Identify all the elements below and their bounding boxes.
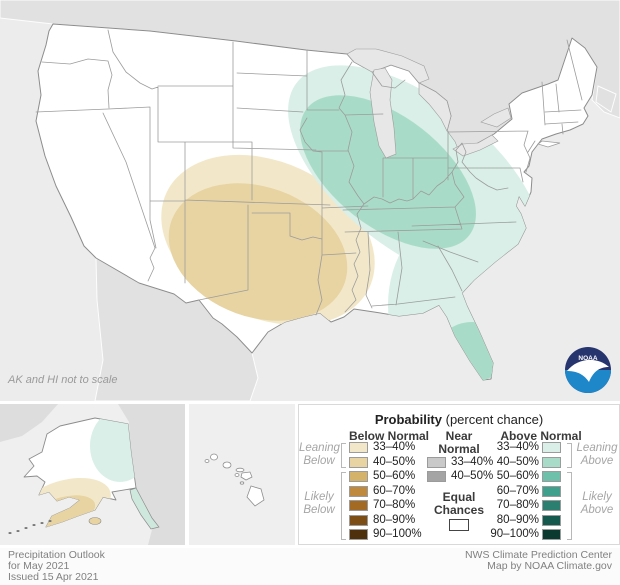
below-swatch-70-80 <box>349 500 368 511</box>
outlook-shading <box>161 65 542 380</box>
footer-credit-line1: NWS Climate Prediction Center <box>464 549 612 561</box>
near-label-40-50: 40–50% <box>451 470 494 482</box>
likely-above-label: Likely Above <box>580 491 614 516</box>
legend-title: Probability (percent chance) <box>374 412 544 427</box>
canada-land <box>118 404 185 545</box>
below-swatch-33-40 <box>349 442 368 453</box>
equal-chances-swatch <box>449 519 469 531</box>
conus-map <box>0 0 620 401</box>
leaning-above-label: Leaning Above <box>576 442 618 467</box>
above-normal-header: Above Normal <box>500 429 582 443</box>
likely-below-bracket <box>341 472 346 540</box>
conus-map-panel: AK and HI not to scale NOAA <box>0 0 620 401</box>
alaska-inset-panel <box>0 404 185 545</box>
below-swatch-40-50 <box>349 456 368 468</box>
below-label-90-100: 90–100% <box>373 528 422 540</box>
below-label-70-80: 70–80% <box>373 499 416 511</box>
above-swatch-50-60 <box>542 471 561 482</box>
alaska-map <box>0 404 185 545</box>
below-swatch-90-100 <box>349 529 368 540</box>
below-swatch-50-60 <box>349 471 368 482</box>
hawaii-inset-panel <box>189 404 295 545</box>
leaning-below-label: Leaning Below <box>299 442 340 467</box>
footer-credit-line2: Map by NOAA Climate.gov <box>487 560 612 572</box>
hawaii-map <box>189 404 295 545</box>
near-normal-header-line2: Normal <box>438 442 480 456</box>
lake-erie <box>452 134 499 157</box>
near-swatch-40-50 <box>427 471 446 482</box>
legend-panel: Probability (percent chance) Below Norma… <box>298 404 620 545</box>
near-swatch-33-40 <box>427 456 446 468</box>
lake-ontario <box>480 107 512 128</box>
near-normal-header-line1: Near <box>445 429 473 443</box>
above-label-60-70: 60–70% <box>496 484 539 497</box>
footer-title-line2: for May 2021 <box>8 560 70 572</box>
state-boundaries <box>35 29 583 316</box>
noaa-logo: NOAA <box>565 347 611 393</box>
below-label-33-40: 33–40% <box>373 441 416 453</box>
above-swatch-90-100 <box>542 529 561 540</box>
above-swatch-60-70 <box>542 485 561 497</box>
below-normal-header: Below Normal <box>348 429 429 443</box>
noaa-bird-icon <box>567 359 609 382</box>
lake-michigan <box>369 67 397 159</box>
below-swatch-80-90 <box>349 514 368 526</box>
below-label-80-90: 80–90% <box>373 513 416 526</box>
hawaiian-islands <box>204 453 265 507</box>
footer-title-line3: Issued 15 Apr 2021 <box>8 571 99 583</box>
below-normal-40-50-region <box>168 183 348 321</box>
above-swatch-70-80 <box>542 500 561 511</box>
above-label-70-80: 70–80% <box>496 499 539 511</box>
likely-below-label: Likely Below <box>303 491 335 516</box>
below-label-50-60: 50–60% <box>373 470 416 482</box>
above-label-50-60: 50–60% <box>496 470 539 482</box>
below-label-40-50: 40–50% <box>373 455 416 468</box>
leaning-below-bracket <box>341 443 346 468</box>
scale-note: AK and HI not to scale <box>8 374 118 386</box>
russia-land <box>0 404 58 442</box>
footer: Precipitation Outlook for May 2021 Issue… <box>0 548 620 585</box>
likely-above-bracket <box>567 472 572 540</box>
above-swatch-80-90 <box>542 514 561 526</box>
below-swatch-60-70 <box>349 485 368 497</box>
above-label-33-40: 33–40% <box>496 441 539 453</box>
near-label-33-40: 33–40% <box>451 455 494 468</box>
great-lakes <box>346 48 512 159</box>
noaa-logo-text: NOAA <box>578 355 597 362</box>
below-label-60-70: 60–70% <box>373 484 416 497</box>
lake-superior <box>346 48 430 84</box>
alaska-panhandle <box>129 487 160 530</box>
above-label-80-90: 80–90% <box>496 513 539 526</box>
above-swatch-40-50 <box>542 456 561 468</box>
kodiak-island <box>88 517 102 525</box>
leaning-above-bracket <box>567 443 572 468</box>
above-label-90-100: 90–100% <box>490 528 539 540</box>
equal-chances-line1: Equal <box>442 490 476 504</box>
aleutian-islands <box>8 520 52 534</box>
above-normal-40-50-region <box>300 95 476 249</box>
lake-huron <box>418 82 452 132</box>
above-swatch-33-40 <box>542 442 561 453</box>
equal-chances-line2: Chances <box>433 503 485 517</box>
noaa-logo-bottom <box>565 370 611 393</box>
footer-title-line1: Precipitation Outlook <box>8 549 105 561</box>
above-label-40-50: 40–50% <box>496 455 539 468</box>
long-island <box>537 140 561 148</box>
